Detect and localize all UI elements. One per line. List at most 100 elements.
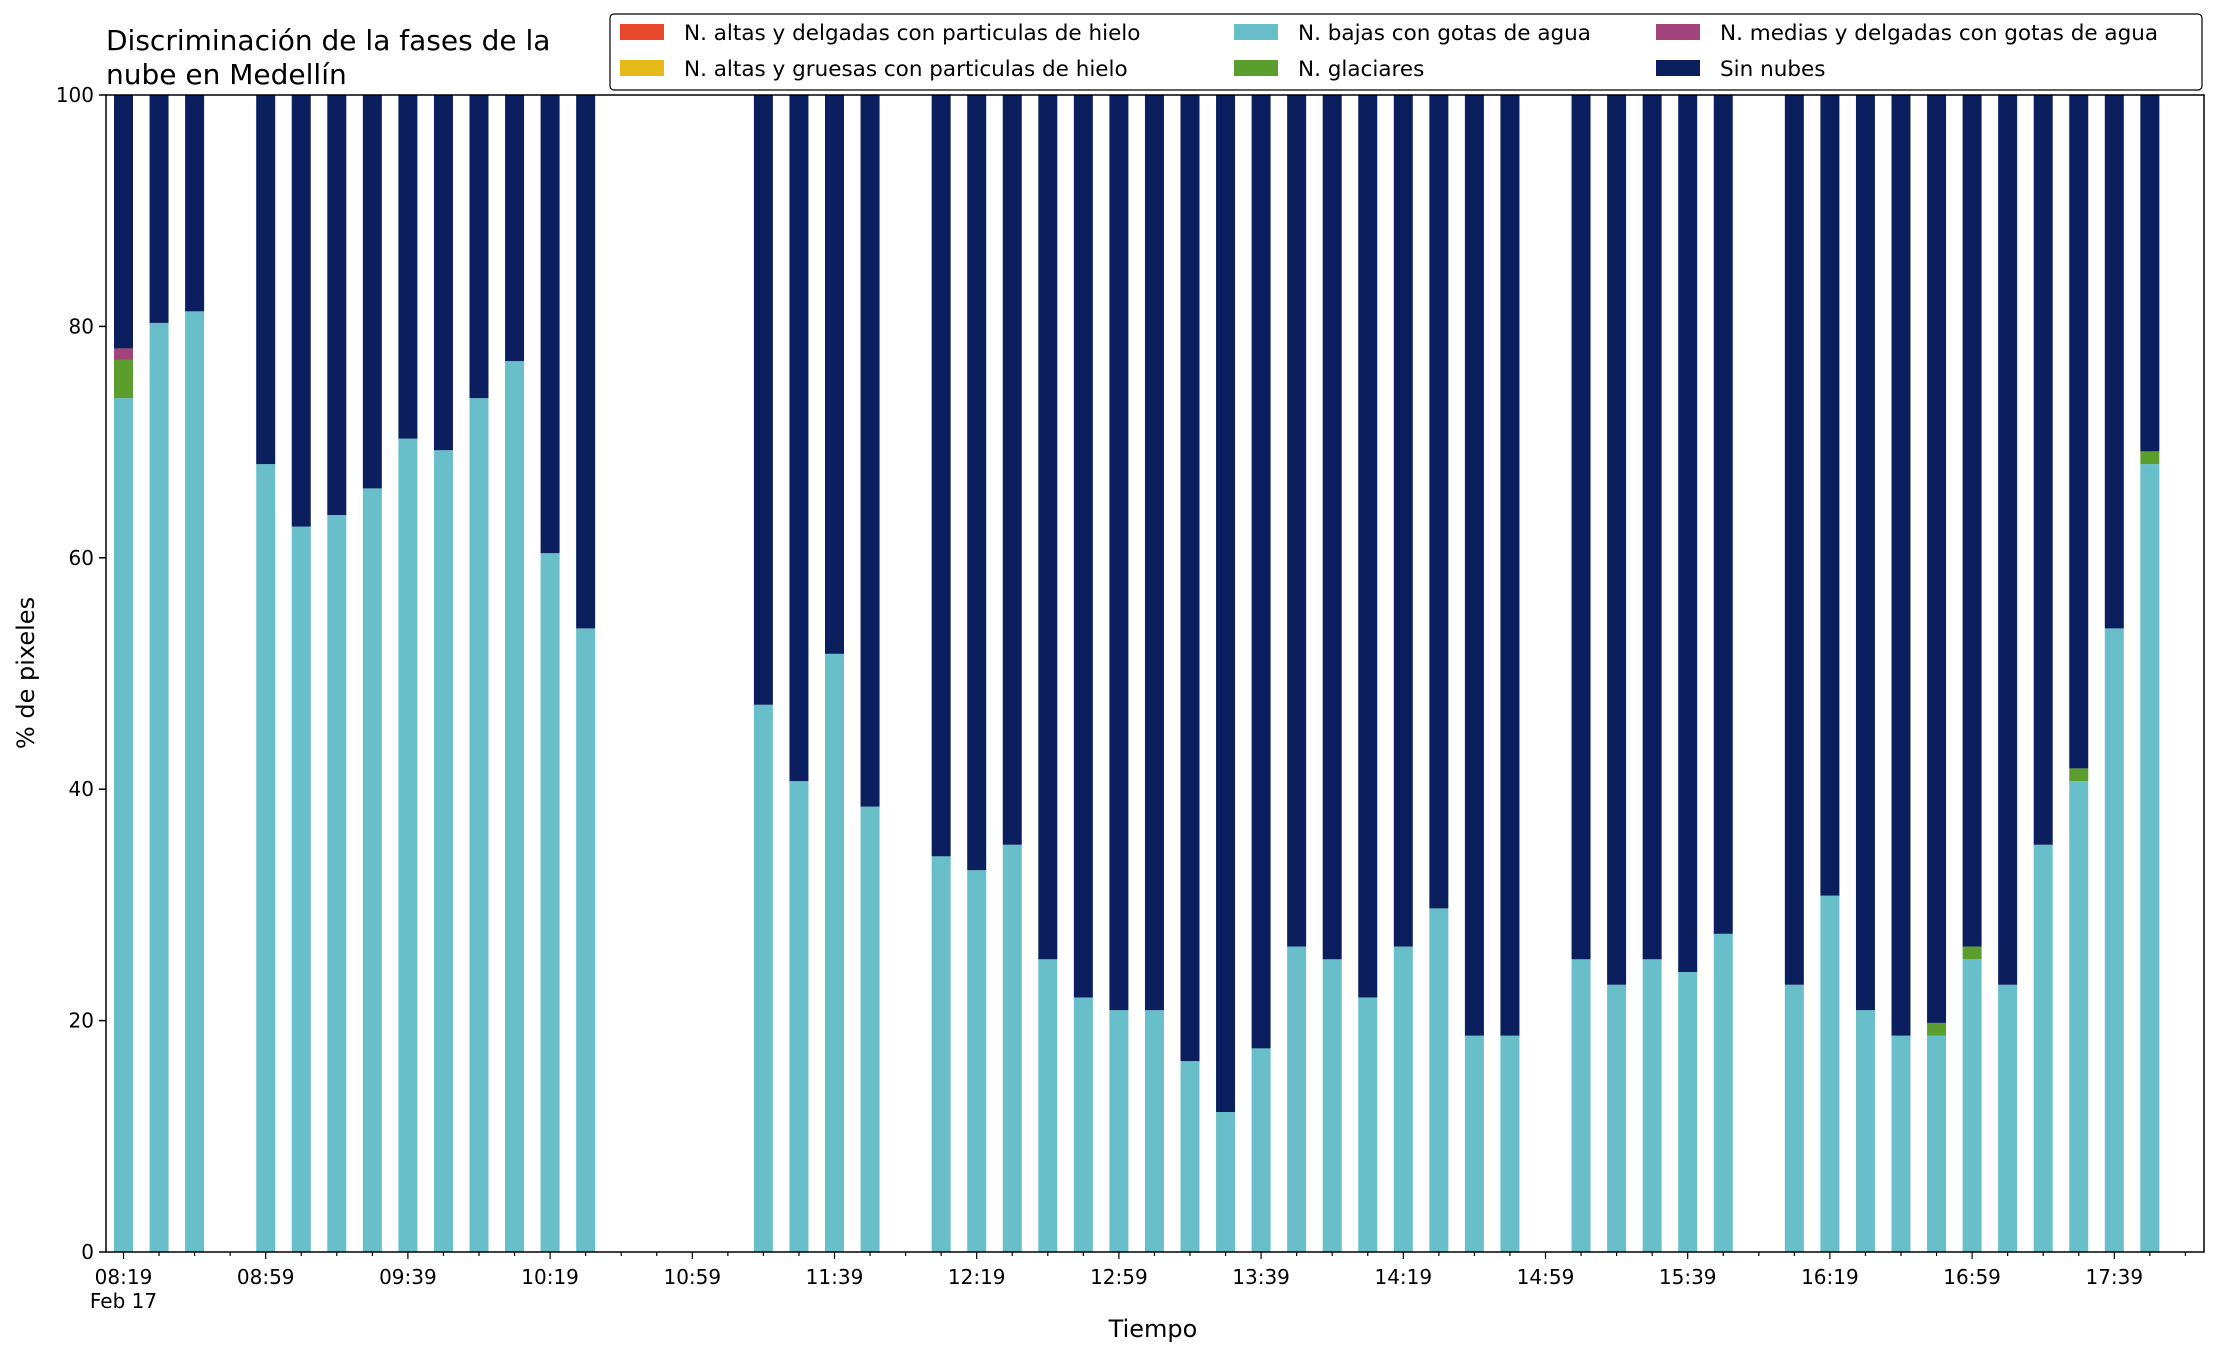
bar-segment [1109,95,1129,1011]
bar-segment [860,806,880,1252]
bar-segment [2033,95,2053,845]
bar-segment [1642,959,1662,1252]
bar-segment [1713,95,1733,934]
bar-segment [505,361,525,1252]
bar-segment [1784,984,1804,1252]
bar-segment [1216,1112,1236,1252]
y-tick-label: 40 [69,777,94,801]
bar-segment [433,450,453,1253]
bar-segment [1464,1035,1484,1252]
x-tick-label: 15:39 [1659,1265,1717,1289]
legend-item: N. altas y delgadas con particulas de hi… [620,21,1140,46]
y-tick-label: 60 [69,546,94,570]
chart-title-line: nube en Medellín [106,58,347,91]
bar-series [114,95,2160,1253]
bar-segment [2069,768,2089,782]
bar-segment [362,95,382,489]
bar-segment [967,870,987,1252]
bar-segment [2069,781,2089,1252]
bar-segment [825,95,844,654]
legend-box [609,13,2203,91]
x-tick-label: 10:19 [521,1265,579,1289]
y-tick-label: 0 [81,1240,94,1264]
bar-segment [1002,844,1022,1252]
legend-swatch [1656,60,1700,76]
bar-segment [1073,997,1093,1252]
bar-segment [1962,959,1982,1252]
legend-item: N. medias y delgadas con gotas de agua [1656,21,2158,46]
legend-swatch [1234,60,1278,76]
bar-segment [1322,95,1342,960]
x-tick-label: 14:19 [1374,1265,1432,1289]
bar-segment [2140,464,2160,1252]
x-tick-label: 12:59 [1090,1265,1148,1289]
legend-label: N. bajas con gotas de agua [1298,21,1591,46]
bar-segment [1855,95,1875,1011]
y-tick-label: 20 [69,1009,94,1033]
bar-segment [1927,95,1947,1023]
bar-segment [1393,946,1413,1252]
legend-label: N. altas y gruesas con particulas de hie… [684,57,1128,82]
bar-segment [256,464,276,1252]
legend-swatch [620,60,664,76]
bar-segment [398,438,418,1252]
bar-segment [114,95,133,349]
bar-segment [1216,95,1236,1113]
bar-segment [931,95,951,857]
bar-segment [291,526,311,1252]
bar-segment [469,95,489,399]
y-axis-label: % de pixeles [12,597,40,749]
bar-segment [1287,946,1307,1252]
bar-segment [398,95,418,439]
bar-segment [1429,908,1449,1252]
x-tick-date-label: Feb 17 [90,1289,157,1313]
x-tick-label: 11:39 [806,1265,864,1289]
bar-segment [753,95,773,705]
bar-segment [185,311,205,1252]
bar-segment [1927,1035,1947,1252]
bar-segment [1607,95,1627,985]
bar-segment [1820,895,1840,1252]
legend-item: N. bajas con gotas de agua [1234,21,1591,46]
x-tick-label: 13:39 [1232,1265,1290,1289]
bar-segment [327,95,347,515]
bar-segment [1180,1061,1200,1252]
bar-segment [1109,1010,1129,1252]
bar-segment [2069,95,2089,769]
bar-segment [1891,95,1911,1036]
legend-swatch [1656,24,1700,40]
bar-segment [2033,844,2053,1252]
bar-segment [860,95,880,807]
bar-segment [1393,95,1413,947]
bar-segment [1607,984,1627,1252]
bar-segment [753,704,773,1252]
x-tick-label: 16:59 [1943,1265,2001,1289]
bar-segment [1038,95,1058,960]
bar-segment [789,95,809,782]
bar-segment [1500,1035,1520,1252]
y-axis: 0 20 40 60 80 100 [56,83,106,1264]
bar-segment [1144,1010,1164,1252]
legend-label: Sin nubes [1720,57,1825,82]
legend-label: N. glaciares [1298,57,1424,82]
bar-segment [1927,1022,1947,1036]
bar-segment [1855,1010,1875,1252]
bar-segment [1500,95,1520,1036]
bar-segment [469,398,489,1252]
x-axis: 08:19 08:59 09:39 10:19 10:59 11:39 12:19 12:59… [90,1252,2186,1313]
bar-segment [576,628,596,1252]
bar-segment [362,488,382,1252]
bar-segment [540,95,560,554]
bar-segment [1891,1035,1911,1252]
bar-segment [433,95,453,451]
bar-segment [185,95,205,312]
legend-item: N. glaciares [1234,57,1424,82]
bar-segment [114,398,133,1252]
bar-segment [576,95,596,629]
bar-segment [1358,95,1378,998]
bar-segment [327,514,347,1252]
bar-segment [505,95,525,362]
bar-segment [114,348,133,360]
y-tick-label: 100 [56,83,94,107]
